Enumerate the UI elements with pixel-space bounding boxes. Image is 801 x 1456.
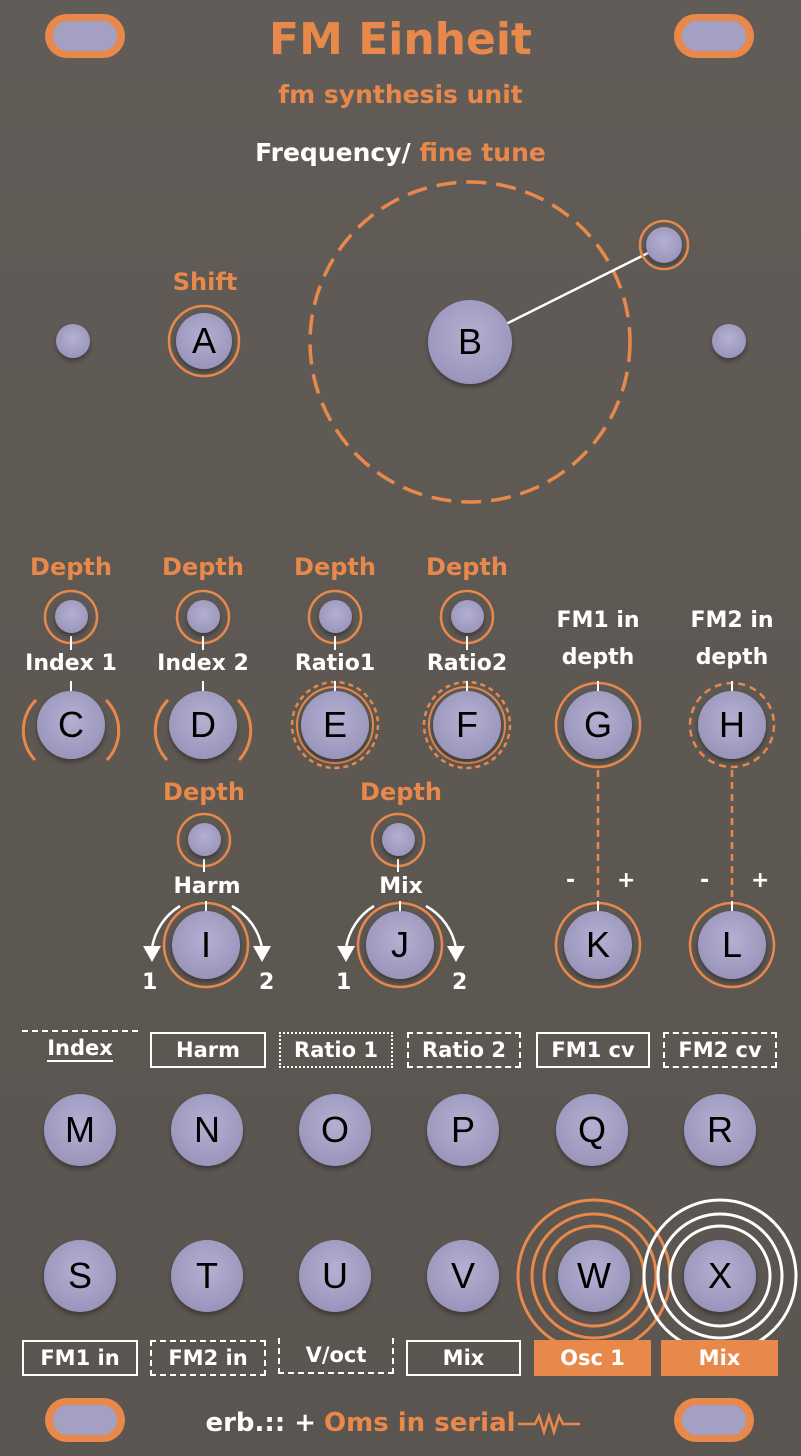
erb-logo: erb.:: +: [205, 1408, 317, 1438]
module-title: FM Einheit: [269, 14, 532, 65]
fm1-in-depth-label-line1: FM1 in: [556, 608, 640, 633]
mix-range-2: 2: [452, 970, 468, 995]
fm2-in-depth-label-line1: FM2 in: [690, 608, 774, 633]
jack-label-voct-text: V/oct: [305, 1343, 367, 1367]
ratio1-label: Ratio1: [294, 651, 376, 676]
shift-label: Shift: [172, 268, 238, 296]
jack-label-fm1-in: FM1 in: [22, 1340, 138, 1376]
jack-label-mix-out: Mix: [661, 1340, 778, 1376]
depth-label-mix: Depth: [360, 778, 442, 806]
ratio2-depth-trimmer[interactable]: [451, 600, 484, 633]
footer-brand: erb.:: + Oms in serial: [0, 1408, 801, 1438]
jack-label-index: Index: [22, 1030, 138, 1066]
partner-name: Oms in serial: [324, 1408, 516, 1438]
mix-depth-trimmer[interactable]: [382, 823, 415, 856]
mix-out-jack-x[interactable]: X: [684, 1240, 756, 1312]
mix-range-1: 1: [336, 970, 352, 995]
fm1-in-jack-s[interactable]: S: [44, 1240, 116, 1312]
harm-depth-trimmer[interactable]: [188, 823, 221, 856]
fm2-in-depth-knob-h[interactable]: H: [698, 691, 766, 759]
jack-label-harm: Harm: [150, 1032, 266, 1068]
index2-knob-d[interactable]: D: [169, 691, 237, 759]
mounting-slot-bottom-left: [45, 1398, 125, 1442]
index1-depth-trimmer[interactable]: [55, 600, 88, 633]
fm1-attenuverter-knob-k[interactable]: K: [564, 911, 632, 979]
fm1-plus: +: [617, 868, 636, 893]
harm-cv-jack-n[interactable]: N: [171, 1094, 243, 1166]
jack-label-fm1-cv: FM1 cv: [536, 1032, 650, 1068]
fm2-minus: -: [700, 868, 710, 893]
fm2-in-jack-t[interactable]: T: [171, 1240, 243, 1312]
mix-cv-jack-v[interactable]: V: [427, 1240, 499, 1312]
ratio2-cv-jack-p[interactable]: P: [427, 1094, 499, 1166]
mix-knob-j[interactable]: J: [366, 911, 434, 979]
module-subtitle: fm synthesis unit: [278, 80, 523, 109]
jack-label-ratio2: Ratio 2: [407, 1032, 521, 1068]
fine-tune-knob[interactable]: [646, 227, 682, 263]
jack-label-fm2-cv: FM2 cv: [663, 1032, 777, 1068]
ratio2-label: Ratio2: [426, 651, 508, 676]
mounting-slot-bottom-right: [674, 1398, 754, 1442]
frequency-label: Frequency/ fine tune: [0, 138, 801, 167]
fm2-attenuverter-knob-l[interactable]: L: [698, 911, 766, 979]
ratio1-cv-jack-o[interactable]: O: [299, 1094, 371, 1166]
harm-range-2: 2: [259, 970, 275, 995]
fm1-cv-jack-q[interactable]: Q: [556, 1094, 628, 1166]
mounting-slot-top-right: [674, 14, 754, 58]
panel-screw-left: [56, 324, 90, 358]
fm1-in-depth-knob-g[interactable]: G: [564, 691, 632, 759]
depth-label-ratio2: Depth: [426, 553, 508, 581]
jack-label-osc1-out: Osc 1: [534, 1340, 651, 1376]
jack-label-index-text: Index: [47, 1036, 113, 1062]
jack-label-fm2-in: FM2 in: [150, 1340, 266, 1376]
index2-depth-trimmer[interactable]: [187, 600, 220, 633]
voct-jack-u[interactable]: U: [299, 1240, 371, 1312]
osc1-out-jack-w[interactable]: W: [558, 1240, 630, 1312]
harm-knob-i[interactable]: I: [172, 911, 240, 979]
ratio1-depth-trimmer[interactable]: [319, 600, 352, 633]
depth-label-index1: Depth: [30, 553, 112, 581]
harm-label: Harm: [173, 874, 241, 899]
mounting-slot-top-left: [45, 14, 125, 58]
frequency-knob-b[interactable]: B: [428, 300, 512, 384]
jack-label-ratio1: Ratio 1: [279, 1032, 393, 1068]
index1-knob-c[interactable]: C: [37, 691, 105, 759]
jack-label-voct: V/oct: [278, 1338, 394, 1374]
mix-label: Mix: [379, 874, 423, 899]
fm2-cv-jack-r[interactable]: R: [684, 1094, 756, 1166]
index1-label: Index 1: [25, 651, 117, 676]
depth-label-harm: Depth: [163, 778, 245, 806]
depth-label-index2: Depth: [162, 553, 244, 581]
harm-range-1: 1: [142, 970, 158, 995]
shift-button-a[interactable]: A: [176, 313, 232, 369]
fm2-plus: +: [751, 868, 770, 893]
depth-label-ratio1: Depth: [294, 553, 376, 581]
ratio2-knob-f[interactable]: F: [433, 691, 501, 759]
index2-label: Index 2: [157, 651, 249, 676]
index-cv-jack-m[interactable]: M: [44, 1094, 116, 1166]
fm1-minus: -: [566, 868, 576, 893]
frequency-text: Frequency/: [255, 138, 411, 167]
fm2-in-depth-label-line2: depth: [695, 645, 769, 670]
ratio1-knob-e[interactable]: E: [301, 691, 369, 759]
fine-tune-text: fine tune: [419, 138, 546, 167]
jack-label-mix-in: Mix: [406, 1340, 521, 1376]
panel-screw-right: [712, 324, 746, 358]
fm1-in-depth-label-line2: depth: [561, 645, 635, 670]
